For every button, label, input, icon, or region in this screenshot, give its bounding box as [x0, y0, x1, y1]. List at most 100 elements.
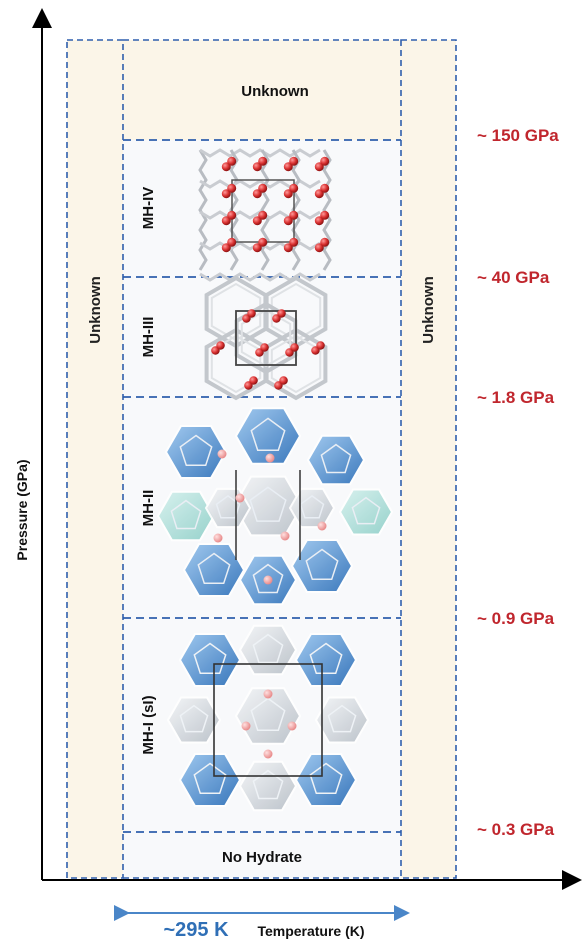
oxygen-atom: [279, 376, 288, 385]
x-axis-title: Temperature (K): [257, 923, 364, 939]
cage-polyhedron: [288, 487, 336, 529]
oxygen-atom: [290, 343, 299, 352]
cage-polyhedron: [234, 407, 302, 465]
pressure-label-1-8: ~ 1.8 GPa: [477, 388, 555, 407]
cage-face: [250, 697, 286, 731]
cage-face: [299, 494, 325, 519]
right-band-label: Unknown: [420, 276, 437, 344]
guest-molecule: [213, 533, 223, 543]
oxygen-atom: [227, 210, 237, 220]
pressure-label-0-9: ~ 0.9 GPa: [477, 609, 555, 628]
cage-polyhedron: [306, 434, 366, 486]
oxygen-atom: [289, 210, 299, 220]
cage-polyhedron: [166, 696, 222, 744]
cage-face: [252, 769, 284, 800]
oxygen-atom: [227, 183, 237, 193]
lattice-strand: [199, 272, 321, 282]
phase-no-hydrate-label: No Hydrate: [222, 849, 302, 866]
mh-iv-structure-illustration: [198, 148, 332, 282]
oxygen-atom: [258, 183, 268, 193]
cage-face: [193, 642, 227, 675]
oxygen-atom: [277, 309, 286, 318]
phase-mh-ii-label: MH-II: [140, 490, 157, 527]
guest-molecule: [263, 749, 273, 759]
cage-face: [309, 642, 343, 675]
cage-face: [179, 704, 209, 733]
cage-face: [252, 633, 284, 664]
cage-polyhedron: [338, 488, 394, 536]
lattice-strand: [199, 148, 321, 158]
lattice-strand: [198, 149, 208, 271]
cage-face: [351, 496, 381, 525]
cage-polyhedron: [314, 696, 370, 744]
mh-ii-structure-illustration: [156, 407, 394, 606]
cage-face: [250, 417, 286, 451]
guest-molecule: [265, 453, 275, 463]
unit-cell: [235, 310, 297, 366]
oxygen-atom: [320, 156, 330, 166]
phase-mh-iv-label: MH-IV: [140, 187, 157, 230]
lattice-strand: [260, 149, 270, 271]
oxygen-atom: [320, 210, 330, 220]
oxygen-atom: [258, 210, 268, 220]
oxygen-atom: [249, 376, 258, 385]
cage-face: [249, 486, 287, 522]
pressure-label-0-3: ~ 0.3 GPa: [477, 820, 555, 839]
cage-face: [193, 762, 227, 795]
guest-molecule: [217, 449, 227, 459]
pressure-label-40: ~ 40 GPa: [477, 268, 550, 287]
guest-molecule: [317, 521, 327, 531]
lattice-strand: [291, 149, 301, 271]
y-axis-title: Pressure (GPa): [14, 459, 30, 560]
cage-polyhedron: [182, 543, 246, 597]
cage-polyhedron: [294, 633, 358, 687]
guest-molecule: [263, 575, 273, 585]
guest-molecule: [235, 493, 245, 503]
cage-polyhedron: [156, 490, 216, 542]
hexagonal-channel: [270, 334, 322, 394]
phase-unknown-label: Unknown: [241, 83, 309, 100]
lattice-strand: [322, 149, 332, 271]
oxygen-atom: [289, 183, 299, 193]
oxygen-atom: [289, 237, 299, 247]
cage-face: [309, 762, 343, 795]
phase-mh-i-label: MH-I (sI): [140, 695, 157, 754]
cage-polyhedron: [290, 539, 354, 593]
right-band-frame: [400, 39, 457, 879]
cage-polyhedron: [204, 487, 252, 529]
mh-i-structure-illustration: [166, 624, 370, 812]
cage-face: [327, 704, 357, 733]
oxygen-atom: [216, 341, 225, 350]
oxygen-atom: [320, 183, 330, 193]
left-band-frame: [66, 39, 124, 879]
left-band-label: Unknown: [87, 276, 104, 344]
top-unknown-region: [123, 40, 401, 140]
oxygen-atom: [320, 237, 330, 247]
cage-polyhedron: [178, 753, 242, 807]
oxygen-atom: [289, 156, 299, 166]
right-unknown-band: [401, 40, 456, 878]
cage-polyhedron: [294, 753, 358, 807]
oxygen-atom: [227, 156, 237, 166]
cage-face: [170, 499, 202, 530]
hexagonal-channel: [240, 308, 292, 368]
cage-polyhedron: [238, 624, 298, 676]
pressure-label-150: ~ 150 GPa: [477, 126, 559, 145]
oxygen-atom: [260, 343, 269, 352]
phase-mh-iii-label: MH-III: [140, 317, 157, 358]
cage-face: [305, 548, 339, 581]
oxygen-atom: [258, 237, 268, 247]
temperature-marker: ~295 K: [163, 919, 229, 941]
cage-face: [197, 552, 231, 585]
cage-polyhedron: [238, 760, 298, 812]
cage-polyhedron: [234, 687, 302, 745]
cage-polyhedron: [178, 633, 242, 687]
oxygen-atom: [316, 341, 325, 350]
guest-molecule: [280, 531, 290, 541]
guest-molecule: [287, 721, 297, 731]
unit-cell: [213, 663, 323, 777]
oxygen-atom: [247, 309, 256, 318]
oxygen-atom: [258, 156, 268, 166]
cage-face: [215, 494, 241, 519]
